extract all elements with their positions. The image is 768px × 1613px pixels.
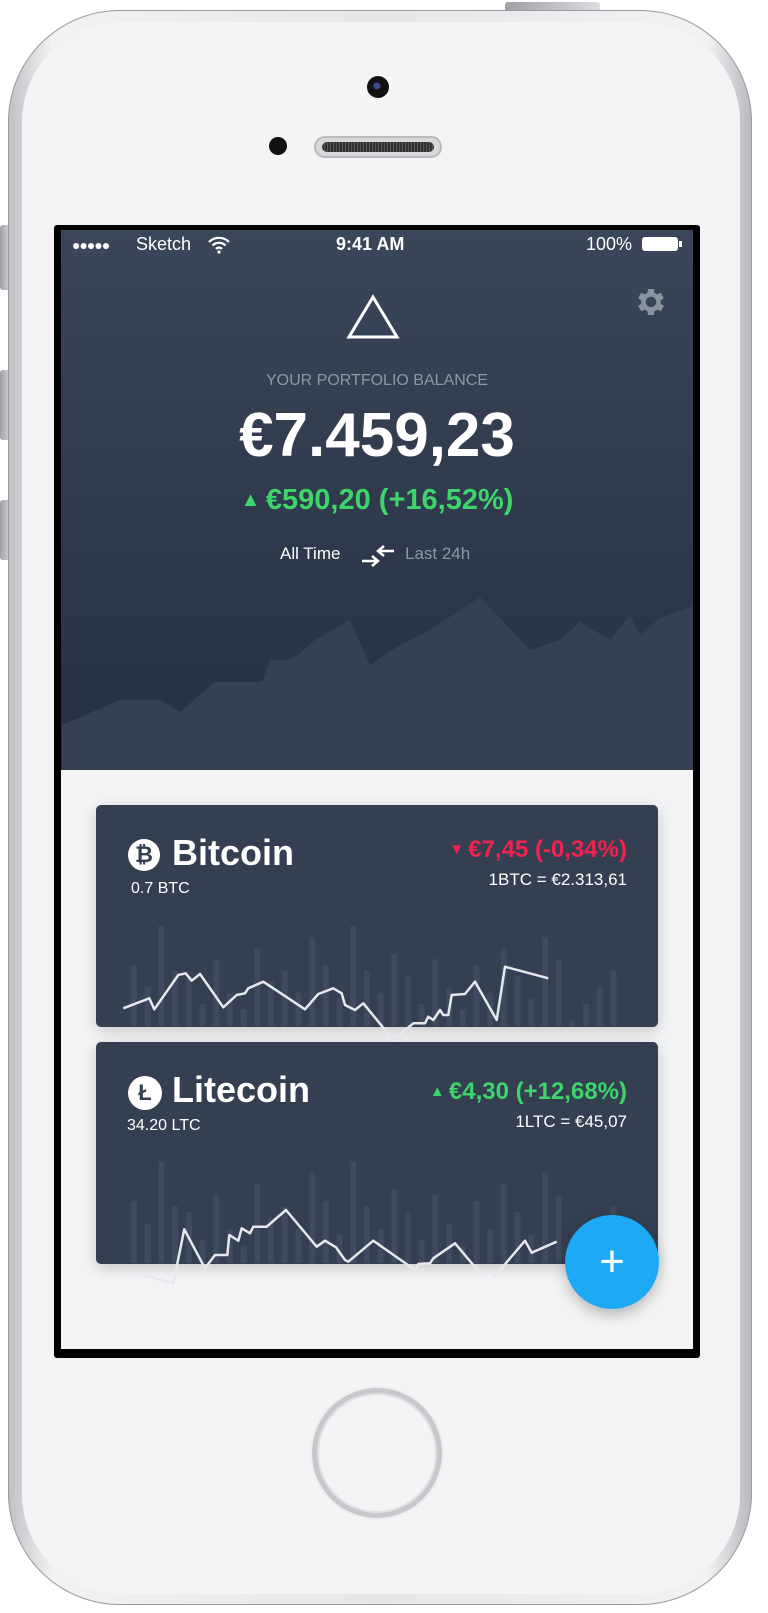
battery-icon	[642, 237, 678, 251]
coin-holding: 34.20 LTC	[127, 1117, 201, 1134]
add-coin-button[interactable]: +	[565, 1215, 659, 1309]
wifi-icon	[208, 236, 230, 254]
swap-arrows-icon[interactable]	[360, 543, 396, 569]
portfolio-change-value: €590,20 (+16,52%)	[265, 484, 514, 516]
coin-name: Bitcoin	[172, 832, 294, 873]
front-camera	[367, 76, 389, 98]
battery-tip	[679, 241, 682, 247]
up-triangle-icon: ▲	[429, 1083, 449, 1100]
clock: 9:41 AM	[336, 234, 405, 254]
gear-icon[interactable]	[633, 284, 669, 320]
bitcoin-icon: ₿	[128, 839, 160, 871]
home-button[interactable]	[312, 1388, 442, 1518]
signal-strength: ●●●●●	[72, 237, 110, 253]
portfolio-balance: €7.459,23	[239, 401, 515, 470]
proximity-sensor	[269, 137, 287, 155]
coin-change: ▲ €4,30 (+12,68%)	[430, 1078, 627, 1106]
top-power-button	[505, 2, 600, 12]
portfolio-change: ▲ €590,20 (+16,52%)	[61, 484, 693, 517]
coin-rate: 1BTC = €2.313,61	[488, 870, 627, 889]
litecoin-icon: Ł	[128, 1076, 162, 1110]
up-triangle-icon: ▲	[240, 489, 266, 511]
coin-change-value: €7,45 (-0,34%)	[468, 836, 627, 863]
triangle-outline-icon	[346, 294, 400, 339]
coin-change-value: €4,30 (+12,68%)	[448, 1078, 627, 1105]
coin-rate: 1LTC = €45,07	[515, 1112, 627, 1131]
coin-holding: 0.7 BTC	[131, 880, 190, 897]
portfolio-label: YOUR PORTFOLIO BALANCE	[266, 372, 488, 389]
range-all-time[interactable]: All Time	[280, 544, 341, 563]
coin-change: ▼ €7,45 (-0,34%)	[449, 836, 627, 864]
carrier-name: Sketch	[136, 234, 192, 254]
down-triangle-icon: ▼	[449, 841, 469, 858]
earpiece-speaker	[314, 136, 442, 158]
range-last-24h[interactable]: Last 24h	[405, 544, 471, 563]
battery-percent: 100%	[586, 234, 633, 254]
coin-name: Litecoin	[172, 1069, 311, 1110]
